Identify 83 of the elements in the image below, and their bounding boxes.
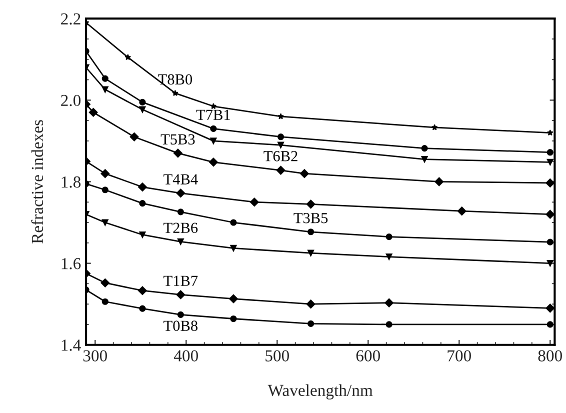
point [130, 132, 139, 142]
point [176, 188, 186, 198]
point [546, 321, 554, 328]
point [88, 108, 98, 117]
point [124, 54, 132, 60]
series-label: T3B5 [294, 212, 328, 224]
point [386, 321, 392, 328]
point [277, 134, 284, 140]
point [139, 305, 146, 312]
point [138, 182, 147, 192]
x-tick-label: 700 [448, 350, 471, 362]
point [546, 129, 554, 136]
series-label: T4B4 [164, 174, 198, 184]
point [457, 206, 466, 216]
x-axis-title: Wavelength/nm [268, 384, 373, 400]
point [250, 198, 259, 207]
point [102, 75, 108, 82]
point [230, 315, 237, 322]
point [308, 320, 314, 327]
point [102, 298, 108, 305]
point [306, 200, 316, 209]
point [177, 311, 184, 318]
point [300, 169, 309, 178]
y-axis-title: Refractive indexes [31, 120, 44, 244]
x-tick-label: 300 [83, 350, 107, 362]
point [100, 169, 110, 178]
point [308, 228, 314, 236]
point [138, 286, 147, 296]
point [177, 238, 184, 245]
x-tick-label: 400 [174, 350, 198, 362]
y-tick-label: 1.8 [62, 176, 81, 188]
point [386, 233, 392, 240]
point [546, 238, 554, 246]
point [306, 300, 316, 309]
point [546, 158, 554, 166]
point [276, 166, 286, 175]
point [100, 278, 110, 288]
point [230, 219, 237, 226]
point [177, 208, 184, 216]
point [546, 178, 555, 188]
point [210, 102, 217, 110]
point [139, 231, 146, 238]
point [102, 86, 108, 93]
point [139, 106, 146, 113]
point [139, 98, 146, 106]
point [546, 149, 554, 156]
point [172, 90, 178, 96]
point [230, 244, 237, 252]
point [173, 148, 182, 158]
y-tick-label: 1.4 [62, 340, 81, 351]
point [546, 210, 555, 219]
point [431, 124, 438, 130]
point [210, 125, 217, 132]
point [229, 294, 238, 304]
y-tick-label: 2.2 [61, 13, 80, 25]
point [384, 298, 394, 308]
series-label: T5B3 [160, 134, 195, 145]
point [210, 138, 217, 144]
point [277, 142, 284, 148]
point [278, 113, 284, 120]
point [308, 250, 314, 256]
series-label: T1B7 [164, 276, 198, 286]
y-tick-label: 1.6 [62, 258, 81, 270]
point [546, 304, 555, 313]
point [139, 200, 146, 207]
point [208, 158, 218, 167]
series-label: T0B8 [164, 320, 198, 331]
point [546, 260, 554, 267]
series-label: T7B1 [196, 110, 230, 120]
point [102, 186, 108, 194]
series-label: T6B2 [264, 151, 298, 162]
point [421, 156, 428, 163]
point [102, 219, 108, 226]
series-label: T8B0 [158, 74, 192, 85]
point [421, 144, 428, 152]
point [434, 177, 444, 186]
x-tick-label: 800 [538, 350, 562, 362]
x-tick-label: 600 [356, 350, 380, 362]
series-label: T2B6 [164, 222, 198, 234]
y-tick-label: 2.0 [61, 94, 81, 106]
point [176, 290, 186, 300]
point [386, 253, 392, 260]
x-tick-label: 500 [266, 350, 289, 362]
